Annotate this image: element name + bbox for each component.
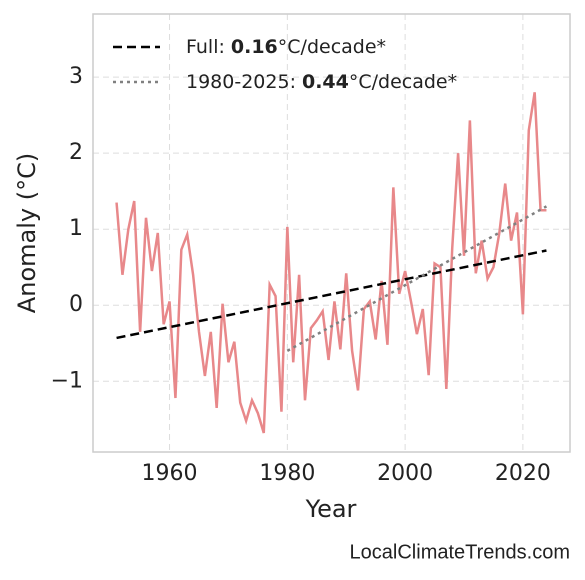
trend-line xyxy=(116,249,547,340)
legend-label: Full: 0.16°C/decade* xyxy=(186,36,386,58)
x-axis-label: Year xyxy=(305,495,357,523)
data-line xyxy=(115,92,547,434)
x-tick-label: 2020 xyxy=(495,461,551,486)
plot-frame xyxy=(92,13,571,453)
y-tick-label: 1 xyxy=(69,216,83,241)
legend-rate: 0.44 xyxy=(302,71,349,93)
legend-rate: 0.16 xyxy=(231,36,278,58)
x-tick-label: 1960 xyxy=(142,461,198,486)
legend-name: 1980-2025: xyxy=(186,71,296,93)
x-tick-label: 1980 xyxy=(259,461,315,486)
y-tick-label: 3 xyxy=(69,64,83,89)
y-tick-label: 2 xyxy=(69,140,83,165)
legend-label: 1980-2025: 0.44°C/decade* xyxy=(186,71,457,93)
legend-name: Full: xyxy=(186,36,225,58)
legend-unit: °C/decade* xyxy=(278,36,386,58)
x-tick-label: 2000 xyxy=(377,461,433,486)
legend-unit: °C/decade* xyxy=(349,71,457,93)
y-tick-label: −1 xyxy=(51,368,83,393)
trend-line xyxy=(286,205,548,352)
watermark: LocalClimateTrends.com xyxy=(350,541,570,563)
y-axis-label: Anomaly (°C) xyxy=(13,153,41,313)
y-tick-label: 0 xyxy=(69,292,83,317)
